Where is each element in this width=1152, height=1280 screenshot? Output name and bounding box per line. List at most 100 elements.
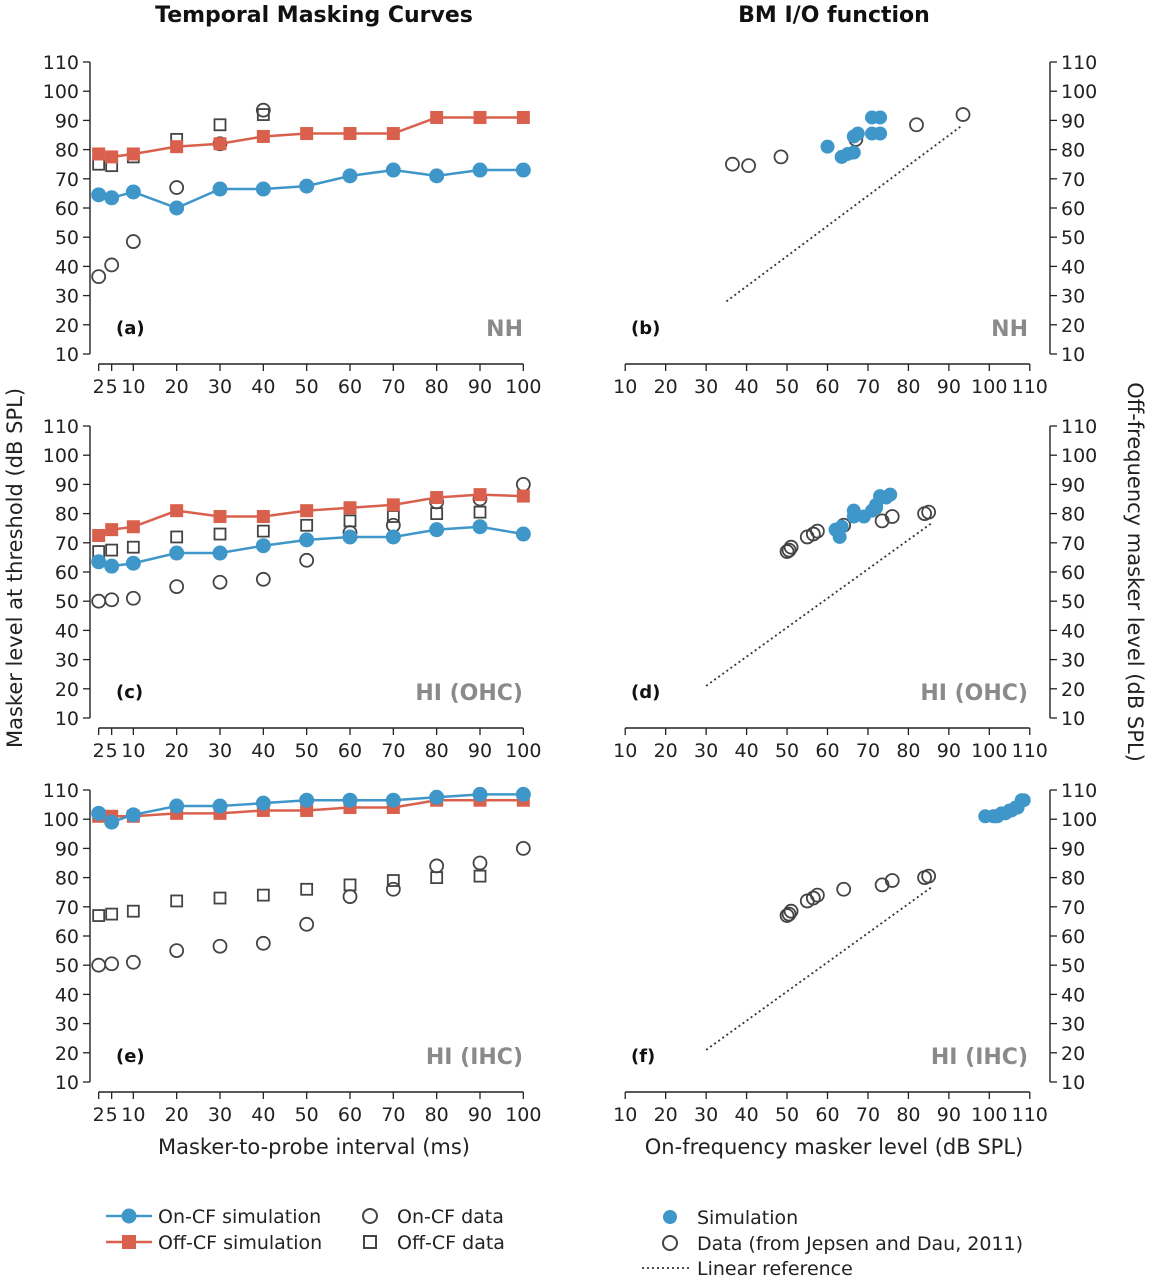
on-cf-simulation-point — [342, 529, 358, 545]
legend-off-cf-data: Off-CF data — [363, 1232, 505, 1254]
x-tick-label: 110 — [1012, 740, 1048, 762]
on-cf-simulation-point — [515, 162, 531, 178]
off-cf-simulation-point — [170, 504, 184, 518]
legend-linear-reference: Linear reference — [642, 1258, 853, 1280]
x-tick-label: 70 — [856, 740, 880, 762]
x-tick-label: 10 — [121, 1104, 145, 1126]
on-cf-simulation-point — [515, 786, 531, 802]
y-tick-label: 50 — [1061, 955, 1085, 977]
x-tick-label: 100 — [971, 1104, 1007, 1126]
on-cf-data-point — [125, 954, 141, 970]
x-tick-label: 60 — [338, 1104, 362, 1126]
on-cf-simulation-point — [255, 538, 271, 554]
data-point — [741, 158, 757, 174]
off-cf-data-point — [256, 524, 270, 538]
y-tick-label: 60 — [55, 562, 79, 584]
x-tick-label: 30 — [694, 1104, 718, 1126]
on-cf-data-point — [255, 102, 271, 118]
legend-on-cf-sim-marker — [121, 1208, 137, 1224]
panel-label: (a) — [116, 318, 145, 339]
off-cf-data-point — [105, 543, 119, 557]
off-cf-simulation-point — [92, 529, 106, 542]
simulation-point — [846, 509, 861, 524]
on-cf-simulation-point — [91, 805, 107, 821]
x-tick-label: 100 — [505, 1104, 541, 1126]
on-cf-data-point — [125, 590, 141, 606]
y-tick-label: 80 — [1061, 140, 1085, 162]
y-tick-label: 80 — [1061, 504, 1085, 526]
y-tick-label: 70 — [55, 897, 79, 919]
legend-simulation-label: Simulation — [697, 1207, 798, 1229]
condition-label: HI (IHC) — [426, 1045, 523, 1070]
legend-data: Data (from Jepsen and Dau, 2011) — [662, 1233, 1023, 1255]
x-tick-label: 100 — [505, 376, 541, 398]
condition-label: HI (OHC) — [920, 681, 1028, 706]
x-tick-label: 40 — [251, 376, 275, 398]
x-tick-label: 5 — [106, 376, 118, 398]
data-point — [779, 544, 795, 559]
on-cf-simulation-point — [169, 545, 185, 561]
y-tick-label: 60 — [1061, 562, 1085, 584]
y-tick-label: 50 — [55, 591, 79, 613]
legend-simulation-marker — [663, 1210, 677, 1224]
y-tick-label: 20 — [55, 1043, 79, 1065]
x-tick-label: 20 — [654, 1104, 678, 1126]
on-cf-simulation-point — [125, 555, 141, 571]
x-tick-label: 20 — [165, 1104, 189, 1126]
off-cf-simulation-point — [386, 127, 400, 141]
on-cf-data-point — [212, 938, 228, 954]
on-cf-simulation-point — [385, 792, 401, 808]
data-point — [921, 868, 937, 884]
y-tick-label: 90 — [55, 110, 79, 132]
data-point — [805, 890, 821, 906]
off-cf-data-point — [300, 518, 314, 532]
x-tick-label: 10 — [121, 376, 145, 398]
x-tick-label: 80 — [425, 376, 449, 398]
panel-label: (f) — [631, 1046, 655, 1067]
y-tick-label: 30 — [1061, 650, 1085, 672]
y-tick-label: 100 — [43, 81, 79, 103]
on-cf-data-point — [429, 858, 445, 874]
y-tick-label: 60 — [1061, 926, 1085, 948]
off-cf-data-point — [126, 540, 140, 554]
x-tick-label: 20 — [165, 376, 189, 398]
x-tick-label: 10 — [613, 740, 637, 762]
off-cf-simulation-point — [300, 803, 314, 817]
off-cf-data-point — [170, 894, 184, 908]
on-cf-data-point — [91, 593, 107, 609]
off-cf-data-point — [430, 871, 444, 884]
legend-simulation: Simulation — [663, 1207, 798, 1229]
x-tick-label: 50 — [295, 740, 319, 762]
y-tick-label: 100 — [1061, 809, 1097, 831]
on-cf-data-point — [515, 476, 531, 492]
condition-label: HI (IHC) — [931, 1045, 1028, 1070]
data-point — [955, 107, 971, 122]
y-tick-label: 80 — [55, 504, 79, 526]
on-cf-simulation-point — [299, 178, 315, 194]
off-cf-simulation-point — [386, 498, 400, 512]
off-cf-simulation-point — [213, 510, 227, 524]
y-tick-label: 100 — [1061, 81, 1097, 103]
x-tick-label: 100 — [505, 740, 541, 762]
panel-label: (c) — [116, 682, 143, 703]
on-cf-simulation-point — [385, 529, 401, 545]
on-cf-simulation-point — [255, 795, 271, 811]
legend-on-cf-sim: On-CF simulation — [106, 1206, 321, 1228]
x-tick-label: 40 — [251, 740, 275, 762]
off-cf-data-point — [300, 882, 314, 896]
on-cf-simulation-point — [429, 522, 445, 538]
off-cf-data-point — [343, 878, 357, 892]
off-cf-simulation-point — [430, 491, 444, 505]
y-tick-label: 40 — [1061, 984, 1085, 1006]
panel-label: (b) — [631, 318, 660, 339]
y-tick-label: 80 — [55, 140, 79, 162]
x-tick-label: 2 — [93, 376, 105, 398]
x-tick-label: 90 — [468, 740, 492, 762]
on-cf-simulation-point — [342, 168, 358, 184]
on-cf-simulation-point — [212, 798, 228, 814]
on-cf-data-point — [212, 574, 228, 590]
simulation-point — [846, 145, 861, 160]
